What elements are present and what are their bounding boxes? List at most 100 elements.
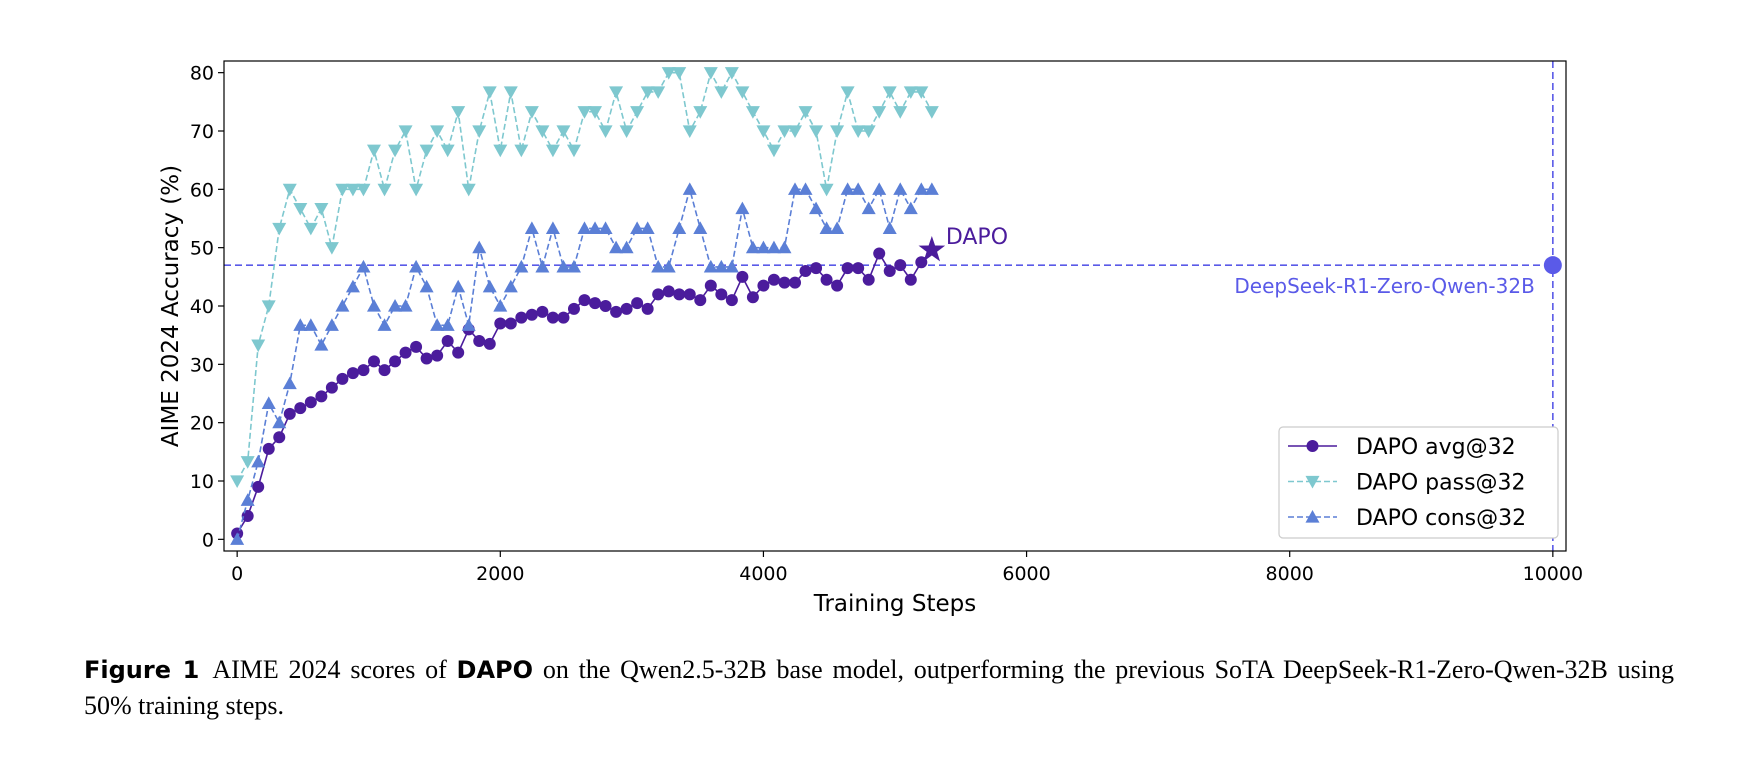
data-point xyxy=(777,125,792,138)
data-point xyxy=(273,431,286,444)
data-point xyxy=(430,318,445,331)
data-point xyxy=(409,259,424,273)
data-point xyxy=(745,240,760,254)
legend-marker xyxy=(1306,440,1319,452)
data-point xyxy=(314,202,329,216)
data-point xyxy=(893,106,908,119)
data-point xyxy=(504,317,517,330)
y-tick-label: 50 xyxy=(190,238,214,260)
data-point xyxy=(335,299,350,312)
data-point xyxy=(557,311,570,324)
data-point xyxy=(324,242,339,255)
caption-bold: DAPO xyxy=(456,656,534,684)
data-point xyxy=(883,265,896,277)
data-point xyxy=(715,288,728,301)
data-point xyxy=(356,183,371,197)
series-line xyxy=(236,249,933,534)
legend-marker xyxy=(1305,475,1320,489)
data-point xyxy=(777,240,792,254)
data-point xyxy=(441,335,454,347)
data-point xyxy=(872,106,887,119)
data-point xyxy=(377,183,392,197)
data-point xyxy=(725,294,738,307)
data-point xyxy=(588,106,603,119)
data-point xyxy=(640,86,655,99)
data-point xyxy=(819,221,834,235)
data-point xyxy=(589,297,602,310)
data-point xyxy=(419,144,434,158)
data-point xyxy=(724,67,739,80)
plot-frame xyxy=(223,60,1567,552)
data-point xyxy=(598,221,613,235)
data-point xyxy=(282,183,297,197)
data-point xyxy=(640,221,655,235)
data-point xyxy=(841,262,854,275)
data-point xyxy=(388,144,403,158)
data-point xyxy=(241,510,254,522)
data-point xyxy=(272,415,287,429)
data-point xyxy=(545,144,560,158)
data-point xyxy=(315,390,328,403)
data-point xyxy=(345,279,360,293)
data-point xyxy=(767,273,780,286)
data-point xyxy=(861,125,876,138)
y-tick-label: 70 xyxy=(190,121,214,143)
data-point xyxy=(609,240,624,254)
data-point xyxy=(294,402,307,415)
data-point xyxy=(525,308,538,321)
data-point xyxy=(651,86,666,99)
data-point xyxy=(535,259,550,273)
y-tick-label: 0 xyxy=(202,529,214,551)
legend-label: DAPO pass@32 xyxy=(1356,471,1526,496)
chart: 0 10 20 30 40 50 60 70 80 0 2000 4000 6000 8000 10000 T… xyxy=(158,60,1583,617)
data-point xyxy=(483,337,496,350)
data-point xyxy=(631,297,644,310)
data-point xyxy=(652,288,665,301)
data-point xyxy=(503,86,518,99)
data-point xyxy=(703,67,718,80)
data-point xyxy=(366,144,381,158)
data-point xyxy=(724,259,739,273)
data-point xyxy=(461,318,476,331)
data-point xyxy=(398,299,413,312)
x-tick-label: 6000 xyxy=(1002,563,1050,585)
data-point xyxy=(609,86,624,99)
data-point xyxy=(809,125,824,138)
data-point xyxy=(703,259,718,273)
data-point xyxy=(398,125,413,138)
data-point xyxy=(431,349,444,362)
data-point xyxy=(873,247,886,260)
data-point xyxy=(545,221,560,235)
data-point xyxy=(493,144,508,158)
data-point xyxy=(514,259,529,273)
data-point xyxy=(745,106,760,119)
data-point xyxy=(514,144,529,158)
data-point xyxy=(472,240,487,254)
data-point xyxy=(882,86,897,99)
data-point xyxy=(251,339,266,353)
data-point xyxy=(473,335,486,347)
data-point xyxy=(851,182,866,195)
legend-box xyxy=(1278,426,1559,539)
caption-text: AIME 2024 scores of xyxy=(212,655,447,684)
data-point xyxy=(924,182,939,195)
data-point xyxy=(893,182,908,195)
data-point xyxy=(556,259,571,273)
data-point xyxy=(546,311,559,324)
x-tick-label: 4000 xyxy=(739,563,787,585)
data-point xyxy=(482,86,497,99)
data-point xyxy=(661,259,676,273)
data-point xyxy=(714,259,729,273)
data-point xyxy=(367,355,380,368)
y-tick-label: 40 xyxy=(190,296,214,318)
data-point xyxy=(630,106,645,119)
data-point xyxy=(746,291,759,304)
data-point xyxy=(894,259,907,272)
y-tick-label: 20 xyxy=(190,413,214,435)
data-point xyxy=(735,201,750,215)
data-point xyxy=(924,106,939,119)
x-axis-label: Training Steps xyxy=(813,591,976,617)
data-point xyxy=(904,273,917,286)
data-point xyxy=(861,201,876,215)
data-point xyxy=(524,221,539,235)
